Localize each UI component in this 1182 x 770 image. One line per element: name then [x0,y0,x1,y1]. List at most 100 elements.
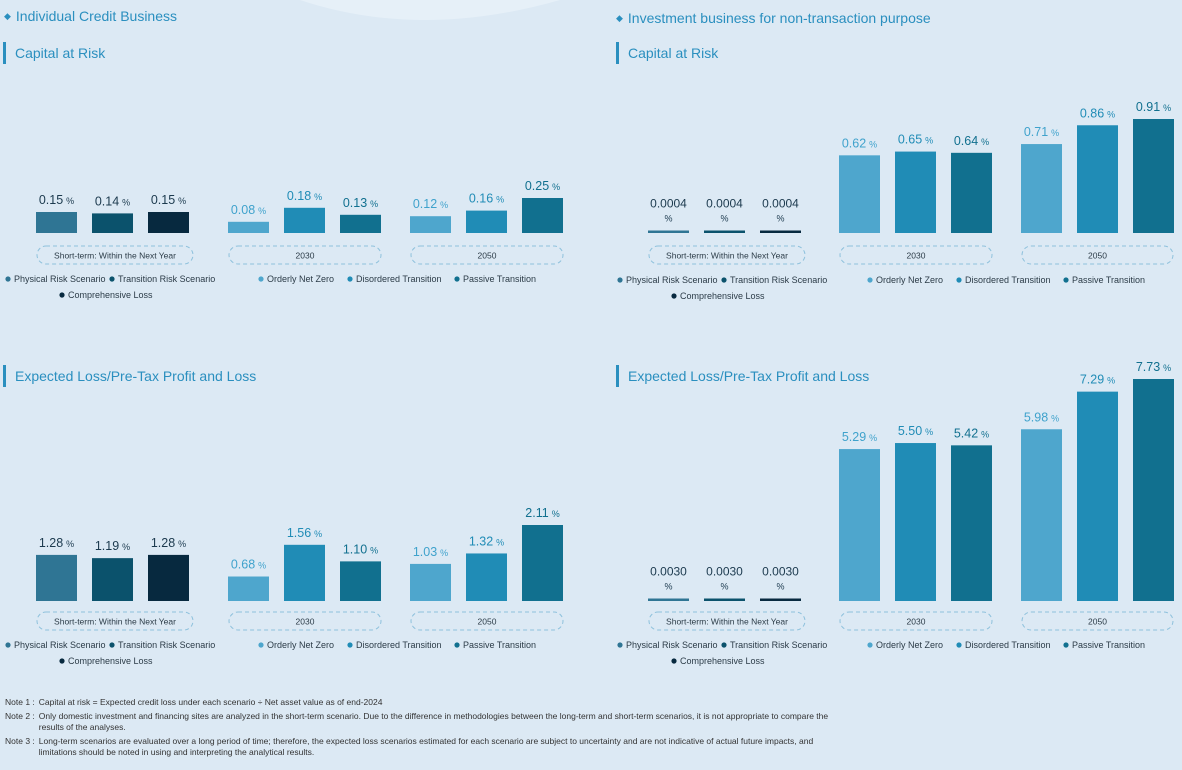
bar-2050-disordered-transition [466,210,507,233]
bar-2030-disordered-transition [895,443,936,601]
data-label-unit: % [1051,413,1059,423]
bar-2030-passive-transition [340,214,381,233]
group-label-2030: 2030 [907,251,926,261]
legend-label-physical: Physical Risk Scenario [14,640,106,650]
group-pill-short-term-within-the-next-year [36,245,194,265]
data-label-value: 0.15 [151,193,175,207]
data-label-short-term-within-the-next-year-transition-risk-scenario: 0.14% [95,194,130,208]
legend-marker-transition [721,277,727,283]
legend-marker-physical [5,276,11,282]
legend-label-disordered: Disordered Transition [965,275,1051,285]
section-title-investment: ◆ Investment business for non-transaction… [616,10,931,26]
legend-marker-disordered [956,642,962,648]
legend-marker-physical [5,642,11,648]
data-label-value: 0.62 [842,136,866,150]
diamond-bullet-icon: ◆ [4,11,11,21]
data-label-unit: % [776,582,784,592]
chart-investment-expected-loss: 0.0030% 0.0030% 0.0030% Short-term: Within … [617,360,1174,666]
data-label-2030-passive-transition: 5.42% [954,426,989,440]
data-label-value: 5.98 [1024,410,1048,424]
data-label-value: 0.25 [525,179,549,193]
data-label-unit: % [925,136,933,146]
data-label-value: 0.64 [954,134,978,148]
legend-label-disordered: Disordered Transition [356,640,442,650]
bar-2030-passive-transition [951,445,992,601]
bar-2050-orderly-net-zero [410,563,451,601]
legend-label-physical: Physical Risk Scenario [14,274,106,284]
group-label-2030: 2030 [296,617,315,627]
group-pill-short-term-within-the-next-year [648,611,806,631]
legend-marker-comprehensive [671,658,677,664]
data-label-2050-orderly-net-zero: 5.98% [1024,410,1059,424]
footnote-1: Note 1 : Capital at risk = Expected cred… [5,697,383,707]
data-label-unit: % [258,561,266,571]
bar-2050-disordered-transition [1077,391,1118,601]
data-label-2050-orderly-net-zero: 1.03% [413,545,448,559]
legend-marker-passive [1063,642,1069,648]
bar-2030-orderly-net-zero [228,576,269,601]
legend-marker-passive [1063,277,1069,283]
bar-short-term-within-the-next-year-comprehensive-loss [148,212,189,233]
data-label-unit: % [552,509,560,519]
data-label-value: 0.71 [1024,125,1048,139]
data-label-unit: % [370,199,378,209]
data-label-value: 0.18 [287,189,311,203]
data-label-unit: % [314,192,322,202]
bar-short-term-within-the-next-year-physical-risk-scenario [648,230,689,233]
group-pill-2030 [839,245,993,265]
bar-2030-passive-transition [951,152,992,233]
data-label-short-term-within-the-next-year-physical-risk-scenario: 0.0030 [650,565,687,579]
legend-marker-passive [454,642,460,648]
chart-credit-capital-at-risk: 0.15% 0.14% 0.15 %Short-term: Within the Ne… [5,179,564,300]
legend-marker-physical [617,642,623,648]
bar-2050-orderly-net-zero [410,216,451,233]
data-label-2030-disordered-transition: 0.18% [287,189,322,203]
legend-label-orderly: Orderly Net Zero [267,640,334,650]
data-label-2050-disordered-transition: 0.86% [1080,106,1115,120]
data-label-value: 0.12 [413,197,437,211]
data-label-value: 0.86 [1080,106,1104,120]
group-label-short-term-within-the-next-year: Short-term: Within the Next Year [54,617,176,627]
group-label-2030: 2030 [907,617,926,627]
legend-label-transition: Transition Risk Scenario [730,275,827,285]
data-label-value: 0.91 [1136,100,1160,114]
diamond-bullet-icon: ◆ [616,13,623,23]
data-label-value: 0.16 [469,192,493,206]
bar-short-term-within-the-next-year-transition-risk-scenario [704,598,745,601]
data-label-unit: % [258,206,266,216]
data-label-2030-orderly-net-zero: 0.62% [842,136,877,150]
data-label-unit: % [178,539,186,549]
group-label-2050: 2050 [1088,617,1107,627]
group-label-short-term-within-the-next-year: Short-term: Within the Next Year [666,251,788,261]
legend-label-orderly: Orderly Net Zero [267,274,334,284]
data-label-unit: % [66,539,74,549]
data-label-value: 7.73 [1136,360,1160,374]
data-label-short-term-within-the-next-year-physical-risk-scenario: 1.28% [39,536,74,550]
data-label-value: 2.11 [525,506,548,520]
bar-2030-disordered-transition [284,544,325,601]
bar-2030-orderly-net-zero [839,449,880,601]
data-label-value: 0.68 [231,558,255,572]
legend-label-transition: Transition Risk Scenario [730,640,827,650]
legend-label-disordered: Disordered Transition [965,640,1051,650]
legend-label-orderly: Orderly Net Zero [876,640,943,650]
data-label-2050-disordered-transition: 1.32% [469,534,504,548]
group-pill-2050 [1021,611,1174,631]
legend-marker-transition [721,642,727,648]
data-label-2050-orderly-net-zero: 0.71% [1024,125,1059,139]
legend-label-comprehensive: Comprehensive Loss [68,290,153,300]
data-label-short-term-within-the-next-year-transition-risk-scenario: 1.19% [95,539,130,553]
legend-marker-passive [454,276,460,282]
data-label-2050-passive-transition: 0.91% [1136,100,1171,114]
chart-credit-expected-loss: 1.28% 1.19% 1.28 %Short-term: Within the Ne… [5,506,564,666]
legend-label-passive: Passive Transition [463,274,536,284]
data-label-unit: % [869,139,877,149]
data-label-2030-orderly-net-zero: 5.29% [842,430,877,444]
group-label-2050: 2050 [478,251,497,261]
data-label-value: 1.10 [343,542,367,556]
legend-marker-physical [617,277,623,283]
legend-label-comprehensive: Comprehensive Loss [680,291,765,301]
data-label-value: 0.14 [95,194,119,208]
legend-marker-orderly [258,276,264,282]
data-label-unit: % [66,196,74,206]
